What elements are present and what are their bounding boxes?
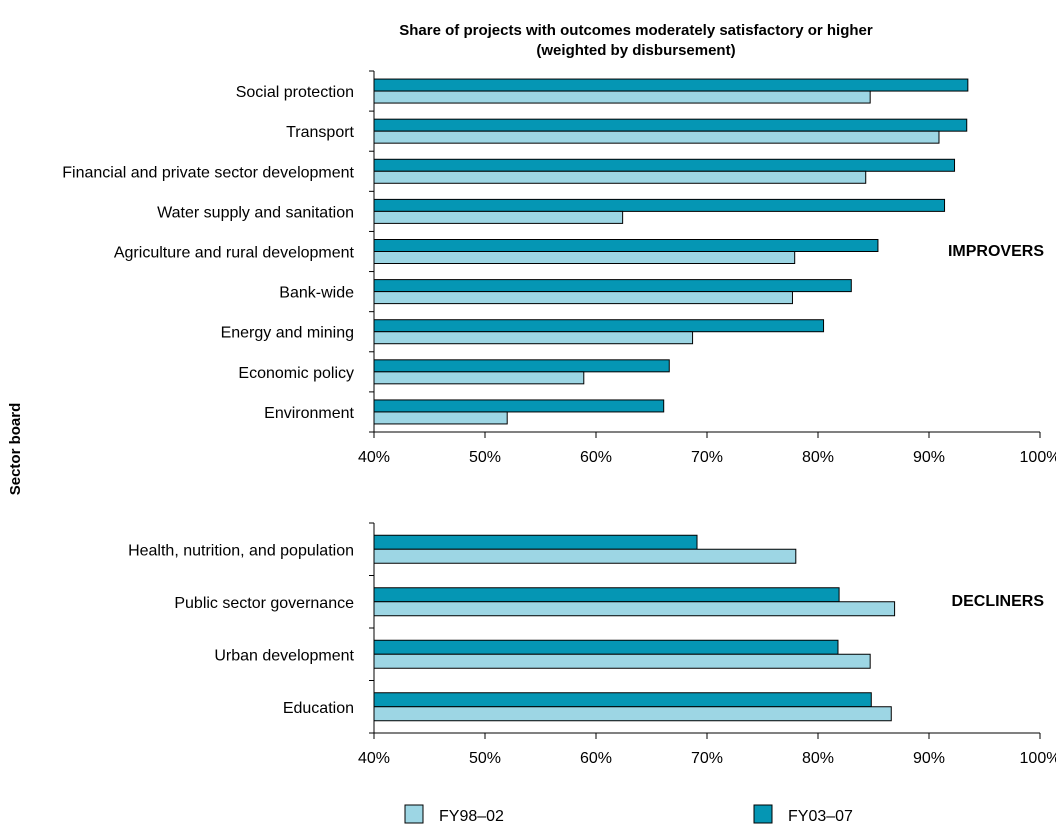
legend: FY98–02 FY03–07 xyxy=(404,804,853,824)
bar xyxy=(373,411,508,425)
x-tick-label: 90% xyxy=(913,750,945,767)
x-tick-label: 70% xyxy=(691,750,723,767)
x-tick-label: 70% xyxy=(691,449,723,466)
bar xyxy=(373,601,896,617)
bar xyxy=(373,706,892,722)
bar xyxy=(373,359,670,373)
bar xyxy=(373,548,797,564)
x-tick-label: 50% xyxy=(469,750,501,767)
bar xyxy=(373,158,956,172)
x-tick-label: 50% xyxy=(469,449,501,466)
bar xyxy=(373,692,872,708)
panel-improvers: 40% 50% 60% 70% 80% 90% 100% Social protection T… xyxy=(62,70,1056,466)
x-tick-label: 100% xyxy=(1020,750,1056,767)
panel-decliners: 40% 50% 60% 70% 80% 90% 100% Health, nutrition,… xyxy=(128,522,1056,767)
bar xyxy=(373,251,796,264)
category-label: Financial and private sector development xyxy=(62,164,354,181)
legend-swatch xyxy=(404,804,424,824)
category-label: Health, nutrition, and population xyxy=(128,542,354,559)
bar xyxy=(373,399,665,413)
bar xyxy=(373,198,946,212)
x-tick-label: 90% xyxy=(913,449,945,466)
category-label: Urban development xyxy=(214,647,354,664)
x-tick-label: 80% xyxy=(802,449,834,466)
category-label: Environment xyxy=(264,405,354,422)
x-tick-label: 60% xyxy=(580,750,612,767)
bar xyxy=(373,291,793,305)
bar xyxy=(373,239,879,252)
x-tick-label: 40% xyxy=(358,449,390,466)
category-label: Economic policy xyxy=(238,365,354,382)
category-label: Public sector governance xyxy=(174,595,354,612)
chart-panels: 40% 50% 60% 70% 80% 90% 100% Social protection T… xyxy=(62,70,1056,767)
bar xyxy=(373,587,840,603)
legend-swatch xyxy=(753,804,773,824)
legend-label: FY98–02 xyxy=(439,808,504,824)
group-label: IMPROVERS xyxy=(948,243,1044,260)
x-tick-label: 60% xyxy=(580,449,612,466)
bar xyxy=(373,78,969,92)
bar xyxy=(373,639,839,655)
category-label: Transport xyxy=(286,124,354,141)
bar xyxy=(373,279,852,293)
chart-subtitle: (weighted by disbursement) xyxy=(536,42,735,59)
bar xyxy=(373,170,867,184)
category-label: Bank-wide xyxy=(279,285,354,302)
bar xyxy=(373,130,940,144)
group-label: DECLINERS xyxy=(952,593,1045,610)
x-tick-label: 80% xyxy=(802,750,834,767)
bar xyxy=(373,90,871,104)
bar xyxy=(373,331,694,345)
category-label: Water supply and sanitation xyxy=(157,204,354,221)
bar xyxy=(373,534,698,550)
bar xyxy=(373,118,968,132)
y-axis-title: Sector board xyxy=(7,403,24,496)
bar xyxy=(373,653,871,669)
category-label: Education xyxy=(283,700,354,717)
bar xyxy=(373,371,585,385)
legend-label: FY03–07 xyxy=(788,808,853,824)
bar xyxy=(373,319,825,333)
category-label: Social protection xyxy=(236,84,354,101)
category-label: Energy and mining xyxy=(221,325,354,342)
x-tick-label: 100% xyxy=(1020,449,1056,466)
x-tick-label: 40% xyxy=(358,750,390,767)
bar xyxy=(373,210,624,224)
chart-title: Share of projects with outcomes moderate… xyxy=(399,22,873,39)
category-label: Agriculture and rural development xyxy=(114,245,355,262)
